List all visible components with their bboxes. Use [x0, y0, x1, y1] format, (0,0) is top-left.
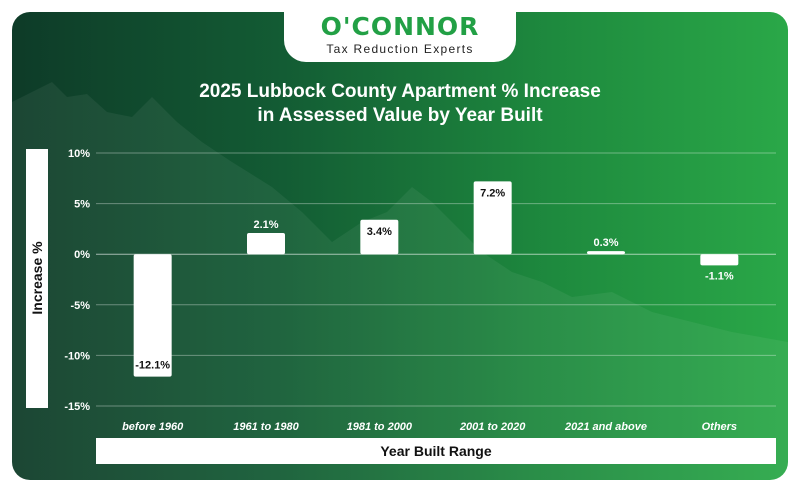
chart-title-line-2: in Assessed Value by Year Built — [257, 105, 543, 126]
bar — [473, 181, 512, 255]
brand-name: O'CONNOR — [320, 12, 480, 41]
data-label: -1.1% — [705, 270, 734, 282]
y-axis-label: Increase % — [29, 241, 45, 315]
chart-title: 2025 Lubbock County Apartment % Increase… — [12, 80, 788, 128]
bar — [133, 254, 172, 377]
bar — [587, 251, 625, 255]
bar — [247, 232, 285, 255]
chart-title-line-1: 2025 Lubbock County Apartment % Increase — [199, 81, 601, 102]
y-tick-label: 5% — [74, 199, 90, 211]
bars — [133, 181, 739, 377]
x-tick-label: 2001 to 2020 — [459, 421, 526, 433]
brand-tagline: Tax Reduction Experts — [326, 42, 474, 56]
data-labels: -12.1% 2.1% 3.4% 7.2% 0.3% -1.1% — [135, 187, 734, 371]
data-label: 7.2% — [480, 187, 505, 199]
bar — [360, 219, 399, 255]
data-label: 3.4% — [367, 226, 392, 238]
y-axis-ticks: 10% 5% 0% -5% -10% -15% — [64, 148, 90, 413]
brand-logo: O'CONNOR Tax Reduction Experts — [284, 12, 516, 62]
bar-chart-plot: 10% 5% 0% -5% -10% -15% -12.1% 2.1% 3.4% 7.2% 0.3… — [64, 148, 776, 433]
y-tick-label: -5% — [70, 300, 90, 312]
x-axis-label: Year Built Range — [96, 438, 776, 464]
x-axis-ticks: before 1960 1961 to 1980 1981 to 2000 2001 … — [122, 421, 737, 433]
y-axis-label-box — [26, 149, 48, 408]
x-tick-label: 1981 to 2000 — [347, 421, 413, 433]
chart-card: O'CONNOR Tax Reduction Experts 2025 Lubb… — [12, 12, 788, 480]
x-tick-label: 1961 to 1980 — [233, 421, 299, 433]
background-area-decoration — [12, 82, 788, 480]
bar — [700, 254, 739, 266]
y-tick-label: 0% — [74, 249, 90, 261]
x-tick-label: before 1960 — [122, 421, 184, 433]
x-tick-label: 2021 and above — [564, 421, 647, 433]
y-tick-label: 10% — [68, 148, 90, 160]
y-tick-label: -15% — [64, 401, 90, 413]
data-label: -12.1% — [135, 360, 170, 372]
y-tick-label: -10% — [64, 350, 90, 362]
data-label: 0.3% — [593, 237, 618, 249]
data-label: 2.1% — [253, 219, 278, 231]
x-tick-label: Others — [702, 421, 737, 433]
gridlines — [96, 152, 776, 407]
